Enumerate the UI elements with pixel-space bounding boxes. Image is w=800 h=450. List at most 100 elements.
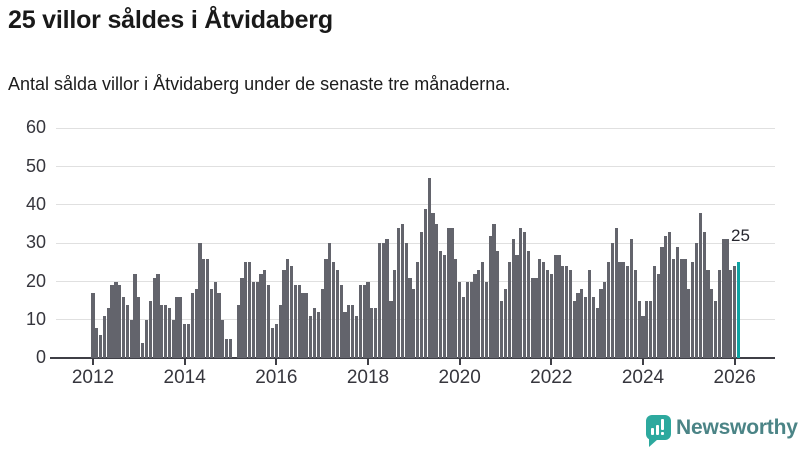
bar [301, 293, 305, 359]
bar [595, 308, 599, 359]
highlighted-bar [736, 262, 741, 359]
bar [198, 243, 202, 359]
bar [339, 285, 343, 359]
bar [526, 250, 530, 359]
bar [671, 258, 676, 359]
bar [408, 277, 412, 359]
bar [328, 243, 332, 359]
x-axis-label: 2022 [530, 367, 573, 389]
bar [435, 224, 439, 359]
bar [228, 339, 233, 359]
bar [267, 285, 271, 359]
x-axis-tick [366, 358, 369, 366]
bar [675, 247, 679, 359]
bar [580, 289, 584, 359]
bar [354, 316, 359, 359]
bar [358, 285, 362, 359]
bar [278, 304, 282, 359]
bar [427, 178, 431, 359]
bar [679, 258, 683, 359]
bar [118, 285, 122, 359]
bar [641, 316, 645, 359]
bar [717, 270, 721, 359]
bar [614, 227, 618, 359]
bar [668, 231, 672, 359]
bar [610, 243, 615, 359]
bar [591, 296, 595, 359]
bar [205, 258, 210, 359]
bar [557, 254, 561, 359]
x-axis-label: 2026 [713, 367, 756, 389]
logo-exclamation-dot-icon [660, 432, 665, 435]
bar [335, 270, 340, 359]
bar [114, 281, 118, 359]
bar [694, 243, 699, 359]
bar [106, 308, 110, 359]
bar [519, 227, 523, 359]
bar [503, 289, 508, 359]
bar [377, 243, 382, 359]
bar [236, 304, 240, 359]
bar [702, 231, 706, 359]
bar [511, 239, 515, 359]
bar [293, 285, 298, 359]
x-axis-label: 2018 [346, 367, 390, 389]
bar [362, 285, 366, 359]
bar [370, 308, 374, 359]
bar [599, 289, 603, 359]
bar [343, 312, 347, 359]
x-axis-tick [183, 358, 186, 366]
bar [133, 273, 137, 359]
bar [538, 258, 542, 359]
bar [152, 277, 156, 359]
x-axis-tick [641, 358, 644, 366]
bar [160, 304, 164, 359]
bar [179, 296, 183, 359]
bar [480, 262, 485, 359]
gridline [56, 166, 775, 168]
bar [706, 270, 710, 359]
bar [190, 293, 194, 359]
x-axis-label: 2014 [163, 367, 206, 389]
y-axis-label: 60 [25, 117, 46, 138]
bar [217, 293, 221, 359]
bar [549, 273, 553, 359]
bar [332, 262, 336, 359]
bar [488, 235, 492, 359]
bar [618, 262, 622, 359]
bar [469, 281, 473, 359]
bar [576, 293, 580, 359]
bar [148, 300, 152, 359]
bar [202, 258, 206, 359]
bar [729, 270, 733, 359]
bar [347, 304, 351, 359]
newsworthy-logo: Newsworthy [646, 414, 798, 448]
bar [125, 304, 129, 359]
bar [129, 319, 133, 359]
x-axis-tick [275, 358, 278, 366]
bar [290, 266, 294, 359]
bar [286, 258, 290, 359]
bar [213, 281, 217, 359]
bar [454, 258, 458, 359]
bar [691, 262, 695, 359]
bar [473, 273, 477, 359]
logo-exclamation-icon [660, 419, 665, 430]
x-axis-label: 2016 [255, 367, 298, 389]
bar [99, 335, 103, 359]
bar [396, 227, 401, 359]
x-axis-tick [733, 358, 736, 366]
bar [587, 270, 592, 359]
x-axis-label: 2020 [438, 367, 481, 389]
gridline [56, 204, 775, 206]
bar [423, 208, 427, 359]
bar [412, 289, 416, 359]
gridline [56, 319, 775, 321]
bar [649, 300, 653, 359]
bar [270, 327, 275, 359]
bar [565, 266, 569, 359]
logo-bar-icon [650, 428, 654, 435]
bar [274, 323, 278, 359]
bar [186, 323, 191, 359]
